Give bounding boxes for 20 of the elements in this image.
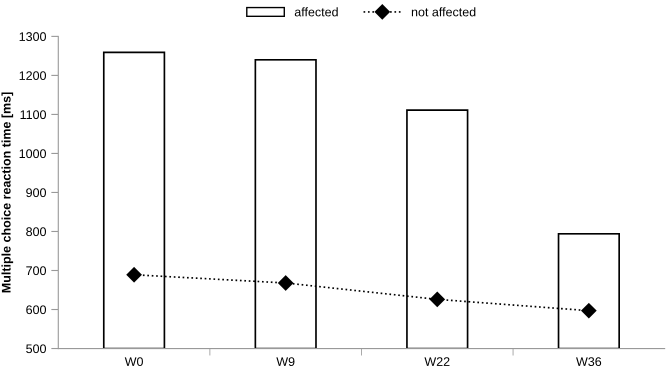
point	[581, 303, 596, 318]
point	[430, 292, 445, 307]
y-tick-label: 1100	[20, 110, 46, 120]
legend-label: not affected	[412, 7, 476, 16]
y-tick-label: 1300	[20, 32, 46, 42]
y-tick-label: 1000	[20, 149, 46, 158]
x-tick-label: W0	[124, 357, 143, 366]
y-tick-label: 700	[26, 266, 46, 276]
y-tick-label: 600	[26, 305, 46, 314]
y-tick-label: 500	[26, 344, 46, 354]
x-tick-label: W36	[576, 357, 602, 366]
point	[278, 275, 294, 291]
y-tick-label: 800	[26, 227, 46, 236]
x-tick-label: W22	[424, 357, 450, 366]
point	[126, 267, 142, 282]
x-tick-label: W9	[276, 357, 294, 366]
y-tick-label: 900	[26, 188, 46, 198]
y-axis-title: Multiple choice reaction time [ms]	[1, 92, 14, 292]
y-tick-label: 1200	[20, 71, 46, 80]
legend-label: affected	[294, 7, 338, 16]
